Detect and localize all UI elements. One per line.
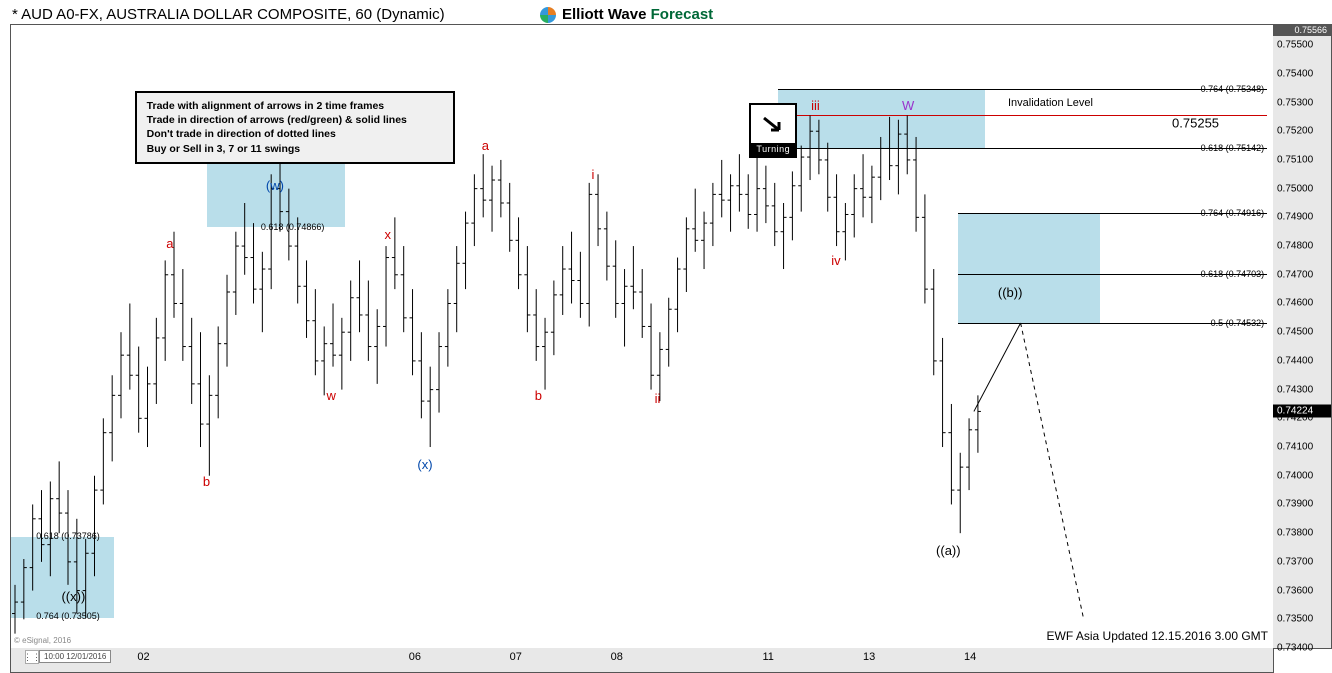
y-tick: 0.73800: [1277, 528, 1313, 539]
wave-label: ((x)): [61, 589, 85, 604]
wave-label: (w): [266, 178, 284, 193]
copyright: © eSignal, 2016: [14, 636, 71, 645]
x-tick: 02: [137, 651, 149, 663]
fib-label: 0.764 (0.75348): [1201, 84, 1265, 94]
turning-label: Turning: [756, 143, 790, 156]
wave-label: ii: [655, 391, 661, 406]
wave-label: b: [535, 388, 542, 403]
x-tick: 14: [964, 651, 976, 663]
wave-label: w: [327, 388, 336, 403]
y-tick: 0.73500: [1277, 614, 1313, 625]
x-axis: ⋮⋮ 10:00 12/01/2016 02 06 07 08 11 13 14: [10, 648, 1274, 673]
y-tick: 0.73700: [1277, 556, 1313, 567]
trading-rules-box: Trade with alignment of arrows in 2 time…: [135, 91, 455, 164]
y-tick: 0.74700: [1277, 269, 1313, 280]
logo: Elliott Wave Forecast: [540, 6, 713, 23]
y-tick: 0.75300: [1277, 97, 1313, 108]
chart-title: * AUD A0-FX, AUSTRALIA DOLLAR COMPOSITE,…: [12, 6, 445, 23]
y-current-price: 0.74224: [1273, 405, 1331, 418]
wave-label: b: [203, 474, 210, 489]
x-tick: 08: [611, 651, 623, 663]
y-axis: 0.75566 0.734000.735000.736000.737000.73…: [1273, 24, 1332, 649]
x-axis-date-box: 10:00 12/01/2016: [39, 650, 111, 663]
y-tick: 0.74600: [1277, 298, 1313, 309]
wave-label: iv: [831, 253, 840, 268]
invalidation-label: Invalidation Level: [1008, 97, 1093, 109]
fib-label: 0.618 (0.73786): [36, 531, 100, 541]
fib-label: 0.5 (0.74532): [1211, 318, 1265, 328]
fib-label: 0.764 (0.74916): [1201, 208, 1265, 218]
invalidation-price: 0.75255: [1172, 115, 1219, 130]
y-tick: 0.74500: [1277, 327, 1313, 338]
y-tick: 0.75200: [1277, 126, 1313, 137]
y-tick: 0.75000: [1277, 183, 1313, 194]
y-tick: 0.74300: [1277, 384, 1313, 395]
fib-label: 0.618 (0.75142): [1201, 143, 1265, 153]
turning-indicator: Turning: [749, 103, 797, 158]
logo-icon: [540, 7, 556, 23]
wave-label: ((a)): [936, 543, 961, 558]
chart-root: * AUD A0-FX, AUSTRALIA DOLLAR COMPOSITE,…: [0, 0, 1332, 673]
y-tick: 0.73400: [1277, 643, 1313, 654]
y-tick: 0.74900: [1277, 212, 1313, 223]
wave-label: a: [166, 236, 173, 251]
y-tick: 0.74100: [1277, 442, 1313, 453]
x-tick: 13: [863, 651, 875, 663]
fib-label: 0.618 (0.74866): [261, 222, 325, 232]
y-tick: 0.74400: [1277, 355, 1313, 366]
y-tick: 0.73900: [1277, 499, 1313, 510]
x-axis-toggle-icon[interactable]: ⋮⋮: [25, 650, 39, 664]
x-tick: 07: [510, 651, 522, 663]
footer-update-text: EWF Asia Updated 12.15.2016 3.00 GMT: [1047, 629, 1268, 643]
chart-plot-area[interactable]: ab(w)wx(x)abiiiiiiivW((a))((b))((x))0.76…: [10, 24, 1274, 649]
fib-label: 0.764 (0.73505): [36, 611, 100, 621]
wave-label: (x): [417, 457, 432, 472]
wave-label: iii: [811, 98, 820, 113]
fib-label: 0.618 (0.74703): [1201, 269, 1265, 279]
wave-label: i: [592, 167, 595, 182]
wave-label: ((b)): [998, 285, 1023, 300]
wave-label: a: [482, 138, 489, 153]
y-top-indicator: 0.75566: [1273, 24, 1331, 36]
y-tick: 0.75400: [1277, 68, 1313, 79]
wave-label: x: [385, 227, 392, 242]
y-tick: 0.74000: [1277, 470, 1313, 481]
logo-text-2: Forecast: [651, 6, 714, 23]
y-tick: 0.75100: [1277, 154, 1313, 165]
turning-arrow-icon: [751, 105, 795, 143]
wave-label: W: [902, 98, 914, 113]
x-tick: 11: [762, 651, 773, 663]
logo-text-1: Elliott Wave: [562, 6, 651, 23]
y-tick: 0.75500: [1277, 40, 1313, 51]
y-tick: 0.74800: [1277, 241, 1313, 252]
x-tick: 06: [409, 651, 421, 663]
y-tick: 0.73600: [1277, 585, 1313, 596]
